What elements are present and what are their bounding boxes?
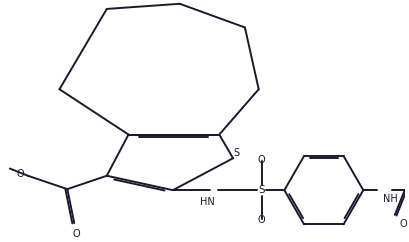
Text: S: S xyxy=(258,185,264,195)
Text: HN: HN xyxy=(199,197,214,207)
Text: O: O xyxy=(257,215,265,225)
Text: S: S xyxy=(233,148,239,159)
Text: O: O xyxy=(257,155,265,165)
Text: NH: NH xyxy=(382,194,397,204)
Text: O: O xyxy=(399,219,406,229)
Text: O: O xyxy=(72,229,80,239)
Text: O: O xyxy=(16,169,24,179)
